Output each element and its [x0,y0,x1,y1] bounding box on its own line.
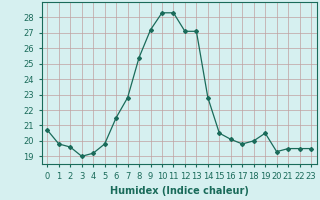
X-axis label: Humidex (Indice chaleur): Humidex (Indice chaleur) [110,186,249,196]
